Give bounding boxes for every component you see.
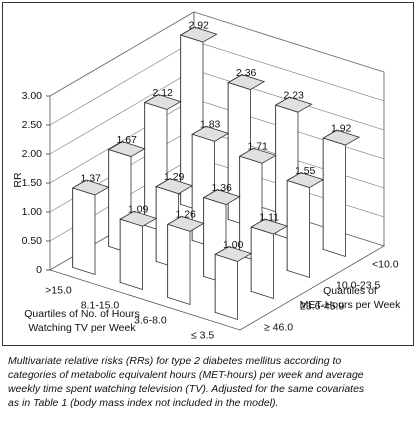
z-tick-label: 10.0-23.5 (336, 279, 381, 291)
y-tick-label: 0 (36, 264, 42, 276)
x-tick-label: ≤ 3.5 (191, 329, 214, 341)
bar-front (72, 187, 96, 276)
caption-line: as in Table 1 (body mass index not inclu… (8, 397, 278, 409)
grid-line (49, 11, 385, 97)
value-label: 1.00 (223, 239, 244, 251)
caption-line: categories of metabolic equivalent hours… (8, 369, 364, 381)
value-label: 1.11 (259, 211, 279, 223)
value-label: 1.67 (116, 134, 137, 146)
z-tick-label: <10.0 (372, 258, 399, 270)
x-tick-label: 3.6-8.0 (134, 314, 167, 326)
x-tick-label: 8.1-15.0 (81, 299, 120, 311)
y-tick-label: 2.00 (22, 148, 43, 160)
bar-front (286, 179, 310, 279)
value-label: 2.23 (283, 89, 304, 101)
value-label: 1.92 (331, 122, 352, 134)
caption-line: weekly time spent watching television (T… (8, 383, 365, 395)
caption-line: Multivariate relative risks (RRs) for ty… (8, 355, 341, 367)
value-label: 1.09 (128, 204, 149, 216)
y-tick-label: 0.50 (22, 235, 43, 247)
value-label: 2.36 (236, 67, 257, 79)
value-label: 1.29 (164, 171, 185, 183)
y-axis-title: RR (12, 172, 24, 188)
value-label: 2.12 (152, 87, 173, 99)
z-tick-label: ≥ 46.0 (264, 321, 293, 333)
x-tick-label: >15.0 (45, 284, 72, 296)
value-label: 1.71 (247, 141, 268, 153)
x-axis-title: Watching TV per Week (28, 322, 136, 334)
z-tick-label: 23.6-45.9 (300, 300, 345, 312)
value-label: 1.83 (200, 119, 221, 131)
value-label: 2.92 (188, 19, 209, 31)
value-label: 1.55 (295, 165, 316, 177)
y-tick-label: 1.50 (22, 177, 43, 189)
y-tick-label: 3.00 (22, 90, 43, 102)
y-tick-label: 2.50 (22, 119, 43, 131)
value-label: 1.26 (175, 209, 196, 221)
x-axis-title: Quartiles of No. of Hours (24, 308, 140, 320)
z-axis-title: Quartiles of (323, 285, 377, 297)
bar-front (119, 218, 143, 291)
bar-front (322, 137, 346, 258)
z-axis-title: MET-Hours per Week (300, 299, 401, 311)
chart-frame (2, 2, 414, 346)
bar-front (250, 226, 274, 300)
bar-front (167, 223, 191, 306)
bar-front (214, 253, 238, 321)
y-tick-label: 1.00 (22, 206, 43, 218)
value-label: 1.37 (80, 172, 101, 184)
caption: Multivariate relative risks (RRs) for ty… (8, 355, 365, 409)
value-label: 1.36 (211, 182, 232, 194)
